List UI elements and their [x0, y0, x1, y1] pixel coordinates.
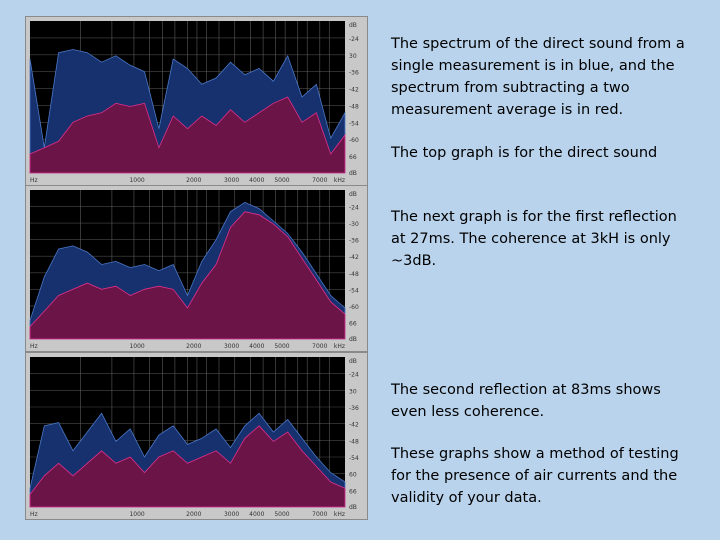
- x-tick-label: 7000: [312, 343, 327, 350]
- y-tick-label: -24: [349, 205, 359, 212]
- x-tick-label: 2000: [186, 177, 201, 184]
- spectrum-panel-second-reflection: dB -24 30 -36 -42 -48 -54 60 66 dB Hz 1000 2000 3000 4…: [25, 352, 368, 520]
- x-tick-label: kHz: [334, 343, 345, 350]
- y-tick-label: dB: [349, 358, 357, 365]
- y-tick-label: -36: [349, 238, 359, 245]
- x-tick-label: 2000: [186, 511, 201, 518]
- series-area-red: [29, 211, 346, 340]
- y-tick-label: -36: [349, 70, 359, 77]
- caption-method: These graphs show a method of testing fo…: [391, 446, 679, 506]
- x-tick-label: 1000: [129, 343, 144, 350]
- y-tick-label: -42: [349, 254, 359, 261]
- y-tick-label: dB: [349, 504, 357, 511]
- y-tick-label: -24: [349, 36, 359, 43]
- y-tick-label: 66: [349, 488, 357, 495]
- y-tick-label: -54: [349, 120, 359, 127]
- caption-intro: The spectrum of the direct sound from a …: [391, 36, 685, 118]
- x-tick-label: 3000: [224, 343, 239, 350]
- caption-first-reflection: The next graph is for the first reflecti…: [391, 209, 677, 269]
- x-tick-label: 3000: [224, 177, 239, 184]
- y-tick-label: 60: [349, 472, 357, 479]
- y-tick-label: -24: [349, 372, 359, 379]
- x-tick-label: 5000: [274, 177, 289, 184]
- spectrum-panel-direct: dB -24 30 -36 -42 -48 -54 -60 66 dB Hz 1000 2000 3000…: [25, 16, 368, 186]
- x-tick-label: Hz: [30, 511, 38, 518]
- y-tick-label: 66: [349, 320, 357, 327]
- y-tick-label: -54: [349, 287, 359, 294]
- x-tick-label: 3000: [224, 511, 239, 518]
- x-tick-label: 5000: [274, 511, 289, 518]
- caption-top-graph: The top graph is for the direct sound: [391, 145, 658, 161]
- y-tick-label: dB: [349, 22, 357, 29]
- x-tick-label: 2000: [186, 343, 201, 350]
- series-area-red: [29, 96, 346, 174]
- spectrum-chart-second-reflection: dB -24 30 -36 -42 -48 -54 60 66 dB Hz 1000 2000 3000 4…: [29, 357, 359, 518]
- x-tick-label: Hz: [30, 343, 38, 350]
- caption-second-reflection: The second reflection at 83ms shows even…: [391, 382, 661, 420]
- spectrum-chart-direct: dB -24 30 -36 -42 -48 -54 -60 66 dB Hz 1000 2000 3000…: [29, 21, 359, 184]
- y-tick-label: -48: [349, 438, 359, 445]
- x-tick-label: 5000: [274, 343, 289, 350]
- y-tick-label: -42: [349, 87, 359, 94]
- y-tick-label: -30: [349, 221, 359, 228]
- series-area-red: [29, 425, 346, 508]
- x-tick-label: 7000: [312, 177, 327, 184]
- spectrum-chart-first-reflection: dB -24 -30 -36 -42 -48 -54 -60 66 dB Hz 1000 2000 300…: [29, 190, 359, 350]
- x-tick-label: 7000: [312, 511, 327, 518]
- y-tick-label: -36: [349, 405, 359, 412]
- y-tick-label: -48: [349, 271, 359, 278]
- y-tick-label: -54: [349, 455, 359, 462]
- x-tick-label: kHz: [334, 177, 345, 184]
- y-tick-label: -60: [349, 304, 359, 311]
- y-tick-label: dB: [349, 170, 357, 177]
- y-tick-label: -60: [349, 137, 359, 144]
- x-tick-label: kHz: [334, 511, 345, 518]
- y-tick-label: dB: [349, 336, 357, 343]
- x-tick-label: 4000: [249, 343, 264, 350]
- y-tick-label: -42: [349, 422, 359, 429]
- y-tick-label: 30: [349, 388, 357, 395]
- x-tick-label: 4000: [249, 511, 264, 518]
- spectrum-panel-first-reflection: dB -24 -30 -36 -42 -48 -54 -60 66 dB Hz 1000 2000 300…: [25, 185, 368, 352]
- y-tick-label: 66: [349, 154, 357, 161]
- x-tick-label: 4000: [249, 177, 264, 184]
- x-tick-label: Hz: [30, 177, 38, 184]
- y-tick-label: dB: [349, 191, 357, 198]
- y-tick-label: 30: [349, 53, 357, 60]
- x-tick-label: 1000: [129, 511, 144, 518]
- y-tick-label: -48: [349, 103, 359, 110]
- x-tick-label: 1000: [129, 177, 144, 184]
